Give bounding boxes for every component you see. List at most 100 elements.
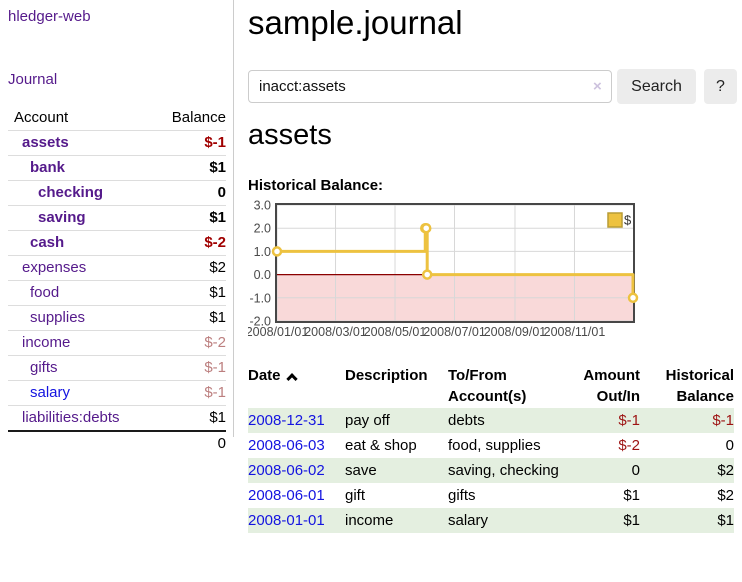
search-button[interactable]: Search bbox=[617, 69, 696, 104]
account-balance: $1 bbox=[209, 159, 226, 176]
sidebar-item-journal[interactable]: Journal bbox=[8, 71, 58, 88]
transaction-accounts: gifts bbox=[448, 487, 476, 504]
y-tick-label: 3.0 bbox=[254, 199, 271, 213]
account-link-liabilities-debts[interactable]: liabilities:debts bbox=[22, 409, 120, 426]
account-link-salary[interactable]: salary bbox=[30, 384, 71, 401]
transaction-accounts: food, supplies bbox=[448, 437, 541, 454]
sort-ascending-icon[interactable] bbox=[285, 373, 298, 385]
x-tick-label: 2008/05/01 bbox=[364, 325, 427, 339]
y-tick-label: 2.0 bbox=[254, 222, 271, 236]
transaction-description-cell: eat & shop bbox=[345, 433, 448, 458]
account-balance: $1 bbox=[209, 209, 226, 226]
account-balance: $1 bbox=[209, 409, 226, 426]
help-button[interactable]: ? bbox=[704, 69, 737, 104]
transaction-date-link[interactable]: 2008-06-01 bbox=[248, 487, 325, 504]
account-row: bank $1 bbox=[8, 155, 226, 180]
chart-frame bbox=[275, 203, 635, 323]
register-row: 2008-06-02 save saving, checking 0 $2 bbox=[248, 458, 734, 483]
legend-swatch bbox=[607, 212, 623, 228]
account-row: supplies $1 bbox=[8, 305, 226, 330]
chart-title: Historical Balance: bbox=[248, 177, 384, 194]
register-header-date[interactable]: Date bbox=[248, 364, 345, 408]
search-input[interactable] bbox=[248, 70, 612, 103]
account-link-gifts[interactable]: gifts bbox=[30, 359, 58, 376]
account-row: salary $-1 bbox=[8, 380, 226, 405]
x-tick-label: 2008/01/01 bbox=[248, 325, 308, 339]
register-header-label: Out/In bbox=[596, 388, 640, 405]
historical-balance-chart: 3.0 2.0 1.0 0.0 -1.0 -2.0 2008/01/01 2008/03/01… bbox=[246, 199, 652, 345]
y-tick-label: -1.0 bbox=[249, 291, 271, 305]
register-header-label: Date bbox=[248, 367, 281, 384]
register-row: 2008-12-31 pay off debts $-1 $-1 bbox=[248, 408, 734, 433]
account-link-saving[interactable]: saving bbox=[38, 209, 86, 226]
register-header-label: Account(s) bbox=[448, 388, 527, 405]
transaction-accounts-cell: salary bbox=[448, 508, 560, 533]
account-balance: 0 bbox=[217, 184, 226, 201]
transaction-balance: $2 bbox=[717, 487, 734, 504]
register-row: 2008-01-01 income salary $1 $1 bbox=[248, 508, 734, 533]
transaction-amount-cell: $1 bbox=[560, 508, 640, 533]
transaction-description-cell: save bbox=[345, 458, 448, 483]
transaction-amount: $-2 bbox=[618, 437, 640, 454]
balance-column-header: Balance bbox=[171, 109, 226, 126]
account-link-supplies[interactable]: supplies bbox=[30, 309, 86, 326]
transaction-balance: $-1 bbox=[712, 412, 734, 429]
transaction-date-link[interactable]: 2008-06-02 bbox=[248, 462, 325, 479]
account-link-checking[interactable]: checking bbox=[38, 184, 104, 201]
transaction-amount-cell: $-1 bbox=[560, 408, 640, 433]
account-link-expenses[interactable]: expenses bbox=[22, 259, 87, 276]
transaction-date-link-cell: 2008-12-31 bbox=[248, 408, 345, 433]
register-header-amount: Amount Out/In bbox=[560, 364, 640, 408]
clear-search-icon[interactable]: × bbox=[593, 78, 602, 95]
transaction-amount-cell: $-2 bbox=[560, 433, 640, 458]
account-link-bank[interactable]: bank bbox=[30, 159, 66, 176]
register-header-label: Amount bbox=[583, 367, 640, 384]
account-link-cash[interactable]: cash bbox=[30, 234, 65, 251]
transaction-balance-cell: $2 bbox=[640, 458, 734, 483]
transaction-accounts: saving, checking bbox=[448, 462, 559, 479]
account-row: food $1 bbox=[8, 280, 226, 305]
transaction-accounts-cell: debts bbox=[448, 408, 560, 433]
legend-label: $ bbox=[624, 213, 632, 228]
transaction-description: pay off bbox=[345, 412, 390, 429]
account-balance: $1 bbox=[209, 309, 226, 326]
transaction-accounts-cell: food, supplies bbox=[448, 433, 560, 458]
transaction-balance: 0 bbox=[725, 437, 734, 454]
account-link-income[interactable]: income bbox=[22, 334, 71, 351]
brand-link[interactable]: hledger-web bbox=[8, 8, 91, 25]
account-row: expenses $2 bbox=[8, 255, 226, 280]
y-tick-label: 1.0 bbox=[254, 245, 271, 259]
accounts-table-header: Account Balance bbox=[8, 106, 226, 130]
data-point bbox=[421, 269, 433, 280]
transaction-date-link[interactable]: 2008-06-03 bbox=[248, 437, 325, 454]
account-balance: $-2 bbox=[204, 234, 226, 251]
data-point bbox=[271, 246, 283, 257]
transaction-description-cell: gift bbox=[345, 483, 448, 508]
account-link-food[interactable]: food bbox=[30, 284, 60, 301]
transaction-balance-cell: $1 bbox=[640, 508, 734, 533]
transaction-date-link[interactable]: 2008-12-31 bbox=[248, 412, 325, 429]
account-link-assets[interactable]: assets bbox=[22, 134, 69, 151]
register-header-label: Balance bbox=[676, 388, 734, 405]
register-row: 2008-06-01 gift gifts $1 $2 bbox=[248, 483, 734, 508]
transaction-description-cell: income bbox=[345, 508, 448, 533]
transaction-date-link-cell: 2008-06-03 bbox=[248, 433, 345, 458]
transaction-description: save bbox=[345, 462, 377, 479]
x-tick-label: 2008/09/01 bbox=[484, 325, 547, 339]
chart-canvas: 3.0 2.0 1.0 0.0 -1.0 -2.02008/01/012008/03/01… bbox=[246, 199, 639, 339]
transaction-balance: $2 bbox=[717, 462, 734, 479]
transaction-date-link[interactable]: 2008-01-01 bbox=[248, 512, 325, 529]
register-header-to-from: To/From Account(s) bbox=[448, 364, 560, 408]
register-header-label: Historical bbox=[665, 367, 734, 384]
account-heading: assets bbox=[248, 119, 332, 151]
accounts-balance-table: Account Balance assets $-1 bank $1 checking 0… bbox=[8, 106, 226, 456]
transaction-description-cell: pay off bbox=[345, 408, 448, 433]
transaction-accounts-cell: gifts bbox=[448, 483, 560, 508]
account-row: saving $1 bbox=[8, 205, 226, 230]
transaction-date-link-cell: 2008-06-01 bbox=[248, 483, 345, 508]
account-balance: $-2 bbox=[204, 334, 226, 351]
account-row: cash $-2 bbox=[8, 230, 226, 255]
transaction-accounts: debts bbox=[448, 412, 485, 429]
account-column-header: Account bbox=[14, 109, 69, 126]
transaction-amount: $-1 bbox=[618, 412, 640, 429]
